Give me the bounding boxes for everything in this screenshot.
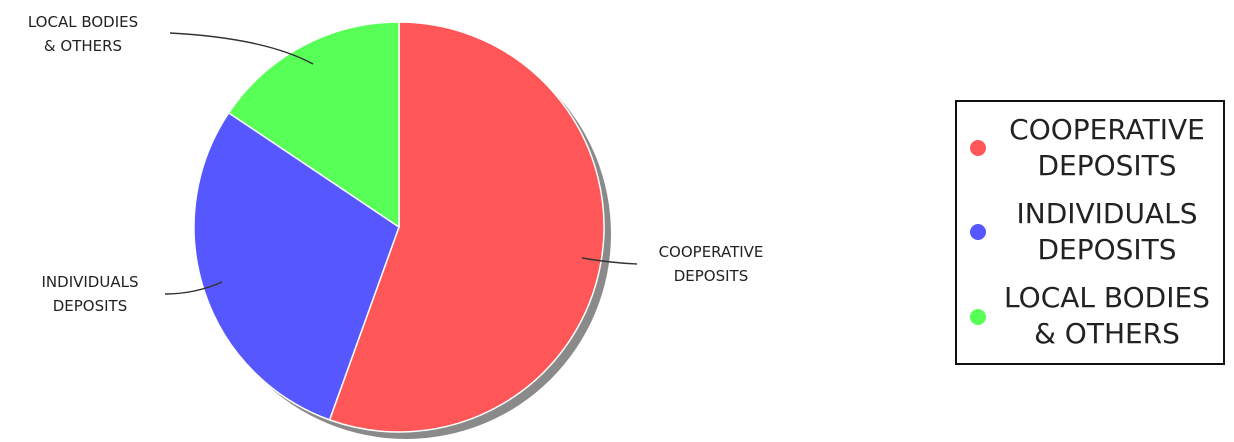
legend-label-3-line-2: & OTHERS <box>1034 317 1180 350</box>
legend-label-1-line-2: DEPOSITS <box>1037 149 1176 182</box>
legend-label-1-line-1: COOPERATIVE <box>1009 113 1205 146</box>
slice-label-1-line-2: DEPOSITS <box>674 267 749 285</box>
slice-label-2-line-1: INDIVIDUALS <box>42 273 139 291</box>
legend-box <box>955 100 1225 365</box>
pie-slice-2 <box>193 111 400 421</box>
pie-slice-3 <box>227 21 400 229</box>
legend: COOPERATIVEDEPOSITSINDIVIDUALSDEPOSITSLO… <box>955 100 1225 365</box>
legend-swatch-3 <box>970 309 986 325</box>
legend-swatch-1 <box>970 140 986 156</box>
legend-label-3-line-1: LOCAL BODIES <box>1004 281 1210 314</box>
slice-label-2-line-2: DEPOSITS <box>53 297 128 315</box>
legend-swatch-2 <box>970 224 986 240</box>
slice-label-3-line-1: LOCAL BODIES <box>28 13 138 31</box>
pie-slice-1 <box>328 21 605 433</box>
slice-label-3-line-2: & OTHERS <box>44 37 122 55</box>
callout-line-1 <box>581 257 638 265</box>
pie-callouts: COOPERATIVE DEPOSITS INDIVIDUALS DEPOSITS LO… <box>28 13 764 315</box>
callout-line-3 <box>169 32 314 65</box>
slice-label-1-line-1: COOPERATIVE <box>659 243 764 261</box>
callout-line-2 <box>164 281 223 295</box>
legend-label-2-line-1: INDIVIDUALS <box>1016 197 1197 230</box>
pie-slices <box>193 21 605 433</box>
legend-label-2-line-2: DEPOSITS <box>1037 233 1176 266</box>
